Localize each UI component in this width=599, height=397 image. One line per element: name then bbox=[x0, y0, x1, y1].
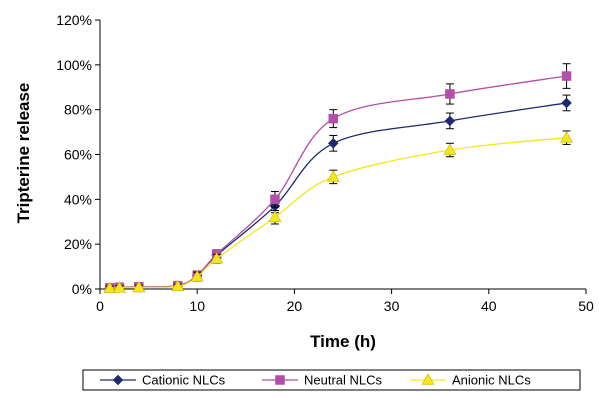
legend-item: Cationic NLCs bbox=[100, 373, 226, 388]
series-anionic-nlcs bbox=[103, 130, 574, 294]
y-tick-label: 80% bbox=[64, 102, 92, 118]
series-line bbox=[109, 137, 567, 289]
y-tick-label: 100% bbox=[56, 57, 92, 73]
data-point bbox=[103, 281, 117, 294]
x-tick-label: 10 bbox=[189, 298, 205, 314]
data-point bbox=[561, 97, 572, 109]
series-line bbox=[109, 75, 567, 289]
y-tick-label: 40% bbox=[64, 191, 92, 207]
x-axis-title: Time (h) bbox=[310, 332, 376, 351]
data-point bbox=[270, 194, 280, 205]
data-point bbox=[171, 279, 185, 292]
data-point bbox=[443, 143, 457, 155]
data-point bbox=[190, 270, 204, 282]
legend-item: Anionic NLCs bbox=[410, 373, 531, 388]
x-tick-label: 0 bbox=[96, 298, 104, 314]
data-point bbox=[561, 71, 572, 81]
series-neutral-nlcs bbox=[104, 63, 572, 293]
data-point bbox=[326, 170, 340, 182]
data-point bbox=[112, 281, 126, 293]
data-point bbox=[210, 252, 224, 264]
legend-label: Anionic NLCs bbox=[452, 373, 531, 388]
y-tick-label: 120% bbox=[56, 12, 92, 28]
series-line bbox=[109, 102, 567, 289]
legend-marker bbox=[112, 374, 124, 386]
legend-label: Neutral NLCs bbox=[304, 373, 383, 388]
legend-marker bbox=[275, 375, 285, 385]
data-point bbox=[268, 210, 282, 223]
y-tick-label: 20% bbox=[64, 236, 92, 252]
legend: Cationic NLCs Neutral NLCs Anionic NLCs bbox=[82, 369, 581, 391]
y-tick-label: 0% bbox=[72, 281, 92, 297]
data-point bbox=[444, 115, 456, 127]
plot-area: 0% 20% 40% 60% 80% 100% 120% 0 10 20 30 40 50 bbox=[56, 12, 594, 314]
y-axis-title: Tripterine release bbox=[14, 83, 33, 224]
data-point bbox=[132, 280, 146, 293]
legend-marker bbox=[421, 373, 435, 385]
data-point bbox=[327, 137, 339, 149]
legend-box bbox=[82, 369, 581, 391]
data-point bbox=[328, 113, 339, 124]
legend-label: Cationic NLCs bbox=[142, 373, 226, 388]
x-tick-label: 50 bbox=[578, 298, 594, 314]
x-tick-label: 30 bbox=[384, 298, 400, 314]
data-point bbox=[445, 89, 455, 99]
x-tick-label: 20 bbox=[287, 298, 303, 314]
y-tick-label: 60% bbox=[64, 147, 92, 163]
legend-item: Neutral NLCs bbox=[262, 373, 383, 388]
data-point bbox=[560, 131, 574, 143]
series-cationic-nlcs bbox=[104, 94, 572, 294]
x-tick-label: 40 bbox=[481, 298, 497, 314]
